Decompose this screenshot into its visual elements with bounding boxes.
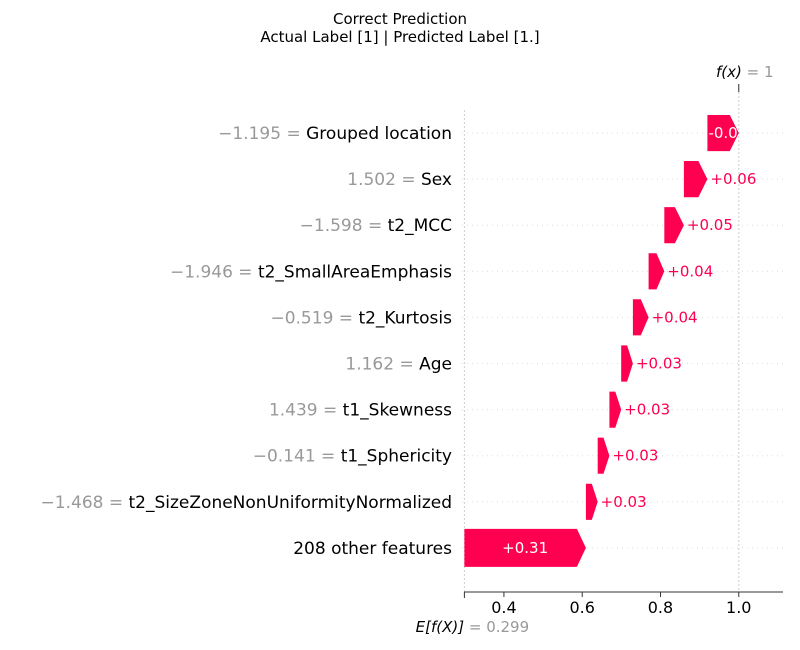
contribution-bar <box>621 345 633 382</box>
feature-label: 1.439 = t1_Skewness <box>269 401 452 421</box>
feature-label: −1.468 = t2_SizeZoneNonUniformityNormali… <box>41 493 452 513</box>
base-value-label-value: = 0.299 <box>469 618 529 636</box>
output-value-label-value: = 1 <box>747 63 774 81</box>
contribution-label: +0.03 <box>624 401 670 419</box>
feature-label: −1.195 = Grouped location <box>218 124 452 144</box>
contribution-label: +0.03 <box>601 493 647 511</box>
contribution-label: +0.03 <box>612 447 658 465</box>
feature-label: −1.946 = t2_SmallAreaEmphasis <box>170 262 452 282</box>
feature-value: 1.162 = <box>345 355 419 375</box>
feature-value: −1.598 = <box>300 216 388 236</box>
feature-name: t1_Sphericity <box>341 447 452 467</box>
feature-name: t2_MCC <box>388 216 452 236</box>
feature-name: Grouped location <box>306 124 452 144</box>
contribution-bar <box>585 483 598 520</box>
feature-label: 1.502 = Sex <box>347 170 452 190</box>
feature-name: t2_Kurtosis <box>358 308 452 328</box>
feature-label: −0.519 = t2_Kurtosis <box>270 308 452 328</box>
contribution-bar <box>464 528 586 567</box>
output-value-label: f(x) = 1 <box>716 63 774 81</box>
feature-value: −1.946 = <box>170 262 258 282</box>
feature-value: 1.502 = <box>347 170 421 190</box>
grid-lines <box>462 84 783 592</box>
x-tick-label: 0.6 <box>569 598 594 617</box>
contribution-label: +0.04 <box>667 262 713 280</box>
contribution-label: +0.03 <box>636 355 682 373</box>
feature-label: 1.162 = Age <box>345 355 452 375</box>
x-tick-label: 0.8 <box>648 598 673 617</box>
contribution-bar <box>609 391 622 428</box>
contribution-bar <box>632 299 649 336</box>
feature-value: −1.468 = <box>41 493 129 513</box>
bars <box>464 115 739 567</box>
feature-label: −1.598 = t2_MCC <box>300 216 452 236</box>
contribution-label: +0.04 <box>652 308 698 326</box>
feature-name: t2_SizeZoneNonUniformityNormalized <box>129 493 452 513</box>
x-tick-label: 1.0 <box>726 598 751 617</box>
contribution-bar <box>683 161 708 198</box>
contribution-label: +0.31 <box>502 539 548 557</box>
feature-labels: −1.195 = Grouped location -0.0 1.502 = Sex… <box>41 124 757 559</box>
base-value-label-prefix: E[f(X)] <box>416 618 469 636</box>
chart-subtitle: Actual Label [1] | Predicted Label [1.] <box>260 28 539 46</box>
base-value-label: E[f(X)] = 0.299 <box>416 618 530 636</box>
contribution-bar <box>664 207 684 244</box>
contribution-label: +0.05 <box>687 216 733 234</box>
feature-name: 208 other features <box>293 539 452 559</box>
chart-title: Correct Prediction <box>333 10 467 28</box>
feature-name: Age <box>419 355 452 375</box>
output-value-label-prefix: f(x) <box>716 63 747 81</box>
x-axis: 0.4 0.6 0.8 1.0 E[f(X)] = 0.299 f(x) = 1 <box>416 63 783 636</box>
feature-name: t2_SmallAreaEmphasis <box>258 262 452 282</box>
contribution-label: +0.06 <box>710 170 756 188</box>
feature-name: t1_Skewness <box>343 401 452 421</box>
contribution-bar <box>648 253 665 290</box>
feature-label: −0.141 = t1_Sphericity <box>253 447 452 467</box>
feature-value: −1.195 = <box>218 124 306 144</box>
x-tick-label: 0.4 <box>491 598 516 617</box>
contribution-bar <box>707 115 739 152</box>
feature-name: Sex <box>421 170 452 190</box>
feature-value: 1.439 = <box>269 401 343 421</box>
contribution-bar <box>597 437 610 474</box>
feature-value: −0.141 = <box>253 447 341 467</box>
contribution-label: -0.0 <box>708 124 737 142</box>
feature-label: 208 other features <box>293 539 452 559</box>
feature-value: −0.519 = <box>270 308 358 328</box>
